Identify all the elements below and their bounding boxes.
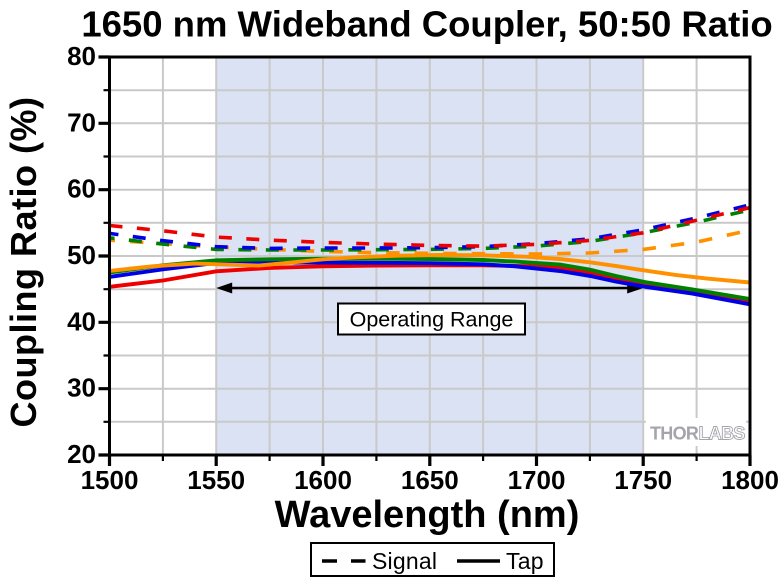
svg-text:1800: 1800 bbox=[721, 465, 779, 495]
svg-text:20: 20 bbox=[67, 439, 96, 469]
svg-text:1600: 1600 bbox=[294, 465, 352, 495]
svg-text:1650: 1650 bbox=[401, 465, 459, 495]
svg-text:1650 nm Wideband Coupler, 50:5: 1650 nm Wideband Coupler, 50:50 Ratio bbox=[81, 4, 772, 45]
svg-text:1700: 1700 bbox=[508, 465, 566, 495]
svg-text:Tap: Tap bbox=[506, 548, 544, 574]
svg-text:THOR: THOR bbox=[650, 424, 699, 444]
svg-text:Wavelength (nm): Wavelength (nm) bbox=[275, 494, 580, 536]
svg-text:40: 40 bbox=[67, 306, 96, 336]
svg-text:50: 50 bbox=[67, 240, 96, 270]
svg-text:1500: 1500 bbox=[81, 465, 139, 495]
svg-text:Signal: Signal bbox=[372, 548, 437, 574]
svg-text:Operating Range: Operating Range bbox=[350, 308, 514, 332]
svg-text:1750: 1750 bbox=[614, 465, 672, 495]
svg-text:70: 70 bbox=[67, 107, 96, 137]
svg-text:LABS: LABS bbox=[699, 424, 746, 444]
svg-text:60: 60 bbox=[67, 174, 96, 204]
svg-text:1550: 1550 bbox=[187, 465, 245, 495]
svg-text:Coupling Ratio (%): Coupling Ratio (%) bbox=[3, 97, 44, 428]
svg-text:30: 30 bbox=[67, 373, 96, 403]
svg-text:80: 80 bbox=[67, 41, 96, 71]
